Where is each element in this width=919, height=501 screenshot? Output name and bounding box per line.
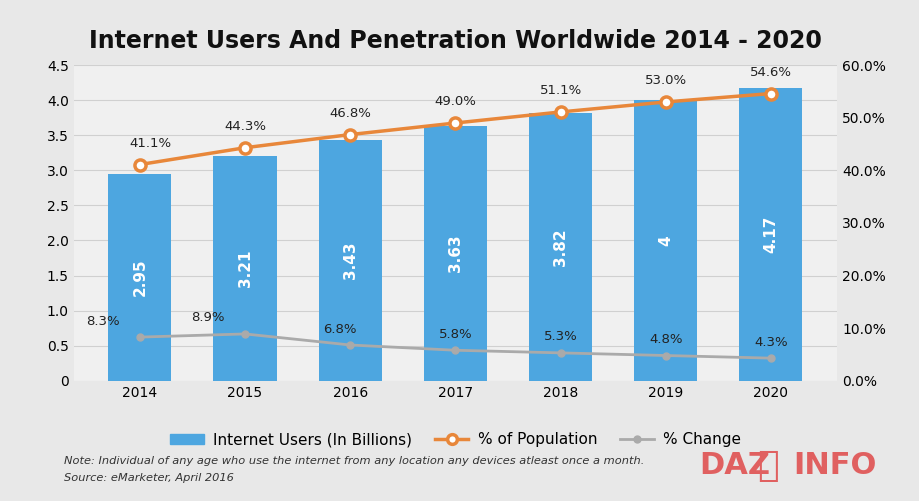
- Title: Internet Users And Penetration Worldwide 2014 - 2020: Internet Users And Penetration Worldwide…: [89, 30, 821, 54]
- Text: 41.1%: 41.1%: [130, 137, 171, 150]
- Text: 4.3%: 4.3%: [754, 336, 787, 349]
- Legend: Internet Users (In Billions), % of Population, % Change: Internet Users (In Billions), % of Popul…: [164, 426, 746, 453]
- Bar: [528, 113, 592, 381]
- Text: 2.95: 2.95: [132, 259, 147, 296]
- Text: 3.43: 3.43: [343, 241, 357, 279]
- Text: 3.82: 3.82: [552, 228, 567, 266]
- Text: 8.9%: 8.9%: [191, 312, 225, 325]
- Bar: [739, 88, 801, 381]
- Text: 5.8%: 5.8%: [438, 328, 471, 341]
- Text: 4: 4: [657, 235, 673, 246]
- Text: 44.3%: 44.3%: [224, 120, 266, 133]
- Bar: [318, 140, 381, 381]
- Text: 8.3%: 8.3%: [86, 315, 119, 328]
- Text: 3.21: 3.21: [237, 249, 253, 287]
- Bar: [213, 156, 277, 381]
- Text: 46.8%: 46.8%: [329, 107, 370, 120]
- Text: Source: eMarketer, April 2016: Source: eMarketer, April 2016: [64, 473, 234, 483]
- Text: INFO: INFO: [792, 451, 876, 480]
- Text: 53.0%: 53.0%: [644, 74, 686, 87]
- Text: Note: Individual of any age who use the internet from any location any devices a: Note: Individual of any age who use the …: [64, 456, 644, 466]
- Text: 3.63: 3.63: [448, 234, 462, 272]
- Text: 49.0%: 49.0%: [434, 95, 476, 108]
- Bar: [108, 174, 171, 381]
- Bar: [424, 126, 486, 381]
- Text: 6.8%: 6.8%: [323, 323, 356, 336]
- Text: 51.1%: 51.1%: [539, 84, 581, 97]
- Text: 5.3%: 5.3%: [543, 331, 577, 343]
- Text: ⓔ: ⓔ: [756, 449, 778, 483]
- Bar: [633, 100, 697, 381]
- Text: DAZ: DAZ: [698, 451, 769, 480]
- Text: 54.6%: 54.6%: [749, 66, 791, 79]
- Text: 4.8%: 4.8%: [648, 333, 682, 346]
- Text: 4.17: 4.17: [763, 216, 777, 253]
